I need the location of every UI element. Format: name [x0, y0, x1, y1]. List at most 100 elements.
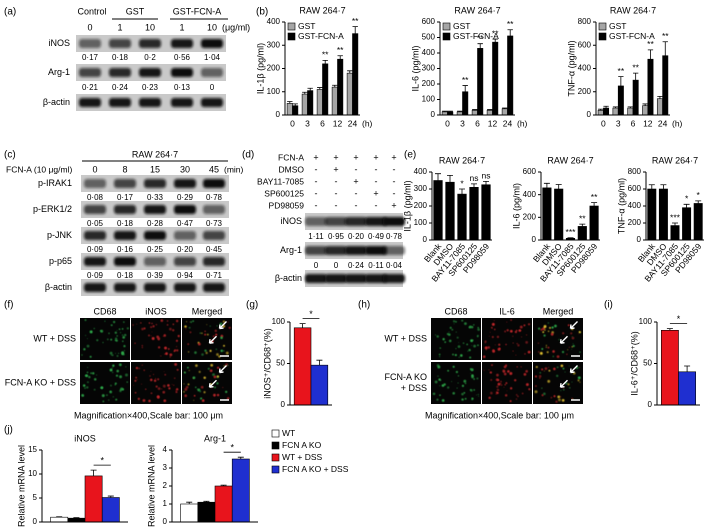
- legend-label: WT: [282, 428, 295, 438]
- stain-dot: [470, 339, 474, 343]
- quant-label: 0·04: [386, 261, 403, 270]
- stain-dot: [556, 355, 560, 358]
- stain-dot: [491, 364, 493, 366]
- error-bar: [322, 59, 328, 64]
- treatment-sign: -: [355, 188, 358, 198]
- bar: [642, 105, 649, 116]
- error-bar: [471, 183, 477, 188]
- arrow: [208, 335, 217, 344]
- stain-dot: [567, 383, 570, 386]
- error-bar: [660, 184, 667, 189]
- blot-band: [84, 283, 106, 292]
- stain-dot: [87, 366, 89, 368]
- y-tick-label: 800: [578, 17, 592, 26]
- stain-dot: [577, 376, 581, 380]
- bar: [542, 187, 552, 241]
- treatment-sign: -: [315, 188, 318, 198]
- stain-dot: [485, 349, 487, 351]
- stain-dot: [124, 333, 127, 337]
- y-tick-label: 0: [431, 110, 436, 119]
- y-tick-label: 3: [163, 463, 168, 472]
- stain-dot: [189, 331, 192, 334]
- blot-band: [325, 246, 347, 255]
- stain-dot: [86, 386, 89, 389]
- stain-dot: [227, 364, 229, 367]
- chart-title: RAW 264·7: [610, 5, 656, 15]
- stain-dot: [151, 337, 155, 340]
- stain-dot: [510, 319, 512, 321]
- bar: [214, 485, 233, 523]
- stain-dot: [506, 321, 508, 323]
- stain-dot: [491, 336, 494, 339]
- stain-dot: [494, 344, 496, 346]
- blot-band: [345, 246, 367, 255]
- stain-dot: [439, 347, 442, 349]
- stain-dot: [543, 370, 545, 372]
- y-tick-label: 800: [628, 167, 642, 176]
- stain-dot: [164, 346, 167, 349]
- stain-dot: [212, 373, 216, 377]
- error-bar: [642, 103, 648, 106]
- stain-dot: [489, 331, 491, 333]
- stain-dot: [134, 391, 137, 394]
- blot-band: [114, 205, 136, 214]
- y-tick-label: 600: [422, 17, 436, 26]
- stain-dot: [184, 387, 188, 391]
- stain-dot: [141, 344, 143, 347]
- stain-dot: [506, 390, 508, 392]
- stain-dot: [514, 330, 518, 334]
- stain-dot: [491, 326, 493, 329]
- stain-dot: [477, 394, 479, 396]
- significance: *: [100, 456, 104, 466]
- error-bar: [507, 29, 513, 36]
- stain-dot: [173, 384, 175, 386]
- y-tick-label: 500: [422, 33, 436, 42]
- stain-dot: [453, 323, 455, 325]
- stain-dot: [176, 349, 179, 352]
- y-axis-label: IL-6 (pg/ml): [410, 45, 420, 91]
- stain-dot: [141, 383, 143, 385]
- stain-dot: [141, 364, 143, 366]
- stain-dot: [464, 382, 467, 385]
- stain-dot: [108, 332, 110, 335]
- stain-dot: [125, 366, 127, 368]
- stain-dot: [114, 337, 118, 340]
- stain-dot: [562, 367, 565, 370]
- stain-dot: [509, 387, 513, 390]
- quant-label: 0·2: [144, 53, 156, 62]
- stain-dot: [515, 354, 517, 356]
- stain-dot: [463, 391, 466, 394]
- row-label: p-ERK1/2: [33, 204, 72, 214]
- stain-dot: [172, 329, 175, 332]
- stain-dot: [109, 390, 112, 392]
- stain-dot: [504, 394, 508, 397]
- bar: [310, 364, 329, 406]
- stain-dot: [461, 398, 464, 401]
- stain-dot: [123, 321, 125, 323]
- significance: *: [697, 190, 701, 200]
- blot-band: [84, 231, 106, 240]
- y-axis-label: Relative mRNA level: [16, 445, 26, 527]
- treatment-sign: -: [315, 200, 318, 210]
- blot-band: [84, 257, 106, 266]
- panel-letter: (g): [246, 300, 258, 311]
- stain-dot: [466, 343, 468, 346]
- stain-dot: [444, 341, 447, 343]
- y-tick-label: 400: [628, 201, 642, 210]
- stain-dot: [484, 346, 488, 350]
- treatment-sign: -: [393, 164, 396, 174]
- stain-dot: [116, 369, 120, 373]
- stain-dot: [541, 387, 543, 389]
- stain-dot: [101, 394, 105, 398]
- blot-band: [171, 39, 193, 48]
- stain-dot: [150, 326, 153, 329]
- error-bar: [598, 108, 604, 111]
- row-label: Arg-1: [280, 245, 302, 255]
- stain-dot: [452, 353, 454, 356]
- error-bar: [647, 49, 654, 60]
- blot-band: [174, 205, 196, 214]
- stain-dot: [539, 371, 542, 374]
- stain-dot: [523, 373, 527, 376]
- stain-dot: [162, 384, 166, 388]
- blot-band: [345, 274, 367, 283]
